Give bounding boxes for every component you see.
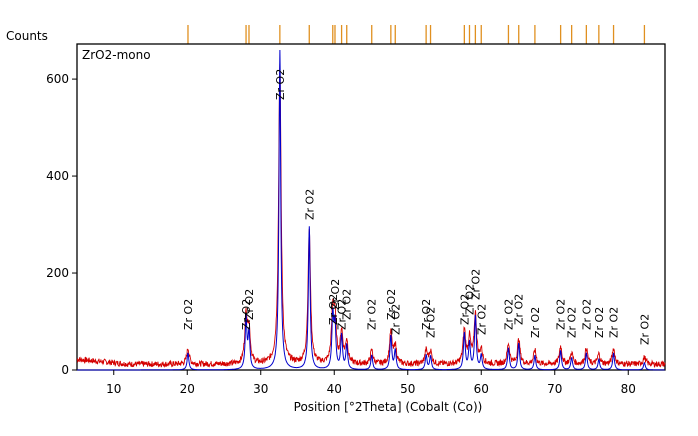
peak-label: Zr O2 (469, 269, 482, 300)
peak-label: Zr O2 (555, 299, 568, 330)
plot-frame (76, 43, 666, 371)
x-tick-label: 10 (106, 382, 121, 396)
y-tick-label: 600 (46, 72, 69, 86)
x-tick-label: 40 (327, 382, 342, 396)
peak-label: Zr O2 (638, 314, 651, 345)
peak-label: Zr O2 (274, 69, 287, 100)
y-tick-label: 0 (61, 363, 69, 377)
peak-label: Zr O2 (303, 189, 316, 220)
x-tick-label: 30 (253, 382, 268, 396)
peak-label: Zr O2 (389, 304, 402, 335)
peak-label: Zr O2 (513, 294, 526, 325)
phase-label: ZrO2-mono (82, 48, 151, 62)
peak-label: Zr O2 (327, 294, 340, 325)
peak-label: Zr O2 (593, 307, 606, 338)
curves (76, 49, 666, 371)
x-tick-label: 20 (180, 382, 195, 396)
y-tick-label: 200 (46, 266, 69, 280)
peak-label: Zr O2 (420, 299, 433, 330)
peak-label: Zr O2 (341, 289, 354, 320)
x-tick-label: 80 (621, 382, 636, 396)
peak-label: Zr O2 (608, 307, 621, 338)
calculated-pattern-line (77, 49, 665, 371)
peak-label: Zr O2 (458, 294, 471, 325)
peak-label: Zr O2 (336, 299, 349, 330)
peak-label: Zr O2 (329, 279, 342, 310)
x-tick-label: 50 (400, 382, 415, 396)
peak-label: Zr O2 (425, 307, 438, 338)
peak-label: Zr O2 (529, 307, 542, 338)
y-axis-label: Counts (6, 29, 48, 43)
peak-label: Zr O2 (566, 307, 579, 338)
y-tick-label: 400 (46, 169, 69, 183)
peak-label: Zr O2 (580, 299, 593, 330)
observed-pattern-line (76, 63, 666, 368)
x-axis-label: Position [°2Theta] (Cobalt (Co)) (294, 400, 483, 414)
peak-label: Zr O2 (243, 289, 256, 320)
x-axis: 10 20 30 40 50 60 70 80 (106, 370, 636, 396)
peak-label: Zr O2 (182, 299, 195, 330)
x-tick-label: 60 (474, 382, 489, 396)
peak-label: Zr O2 (502, 299, 515, 330)
x-tick-label: 70 (547, 382, 562, 396)
y-axis: 0 200 400 600 (46, 72, 77, 377)
peak-label: Zr O2 (463, 284, 476, 315)
peak-label: Zr O2 (240, 299, 253, 330)
peak-label: Zr O2 (366, 299, 379, 330)
peak-label: Zr O2 (385, 289, 398, 320)
peak-label: Zr O2 (475, 304, 488, 335)
